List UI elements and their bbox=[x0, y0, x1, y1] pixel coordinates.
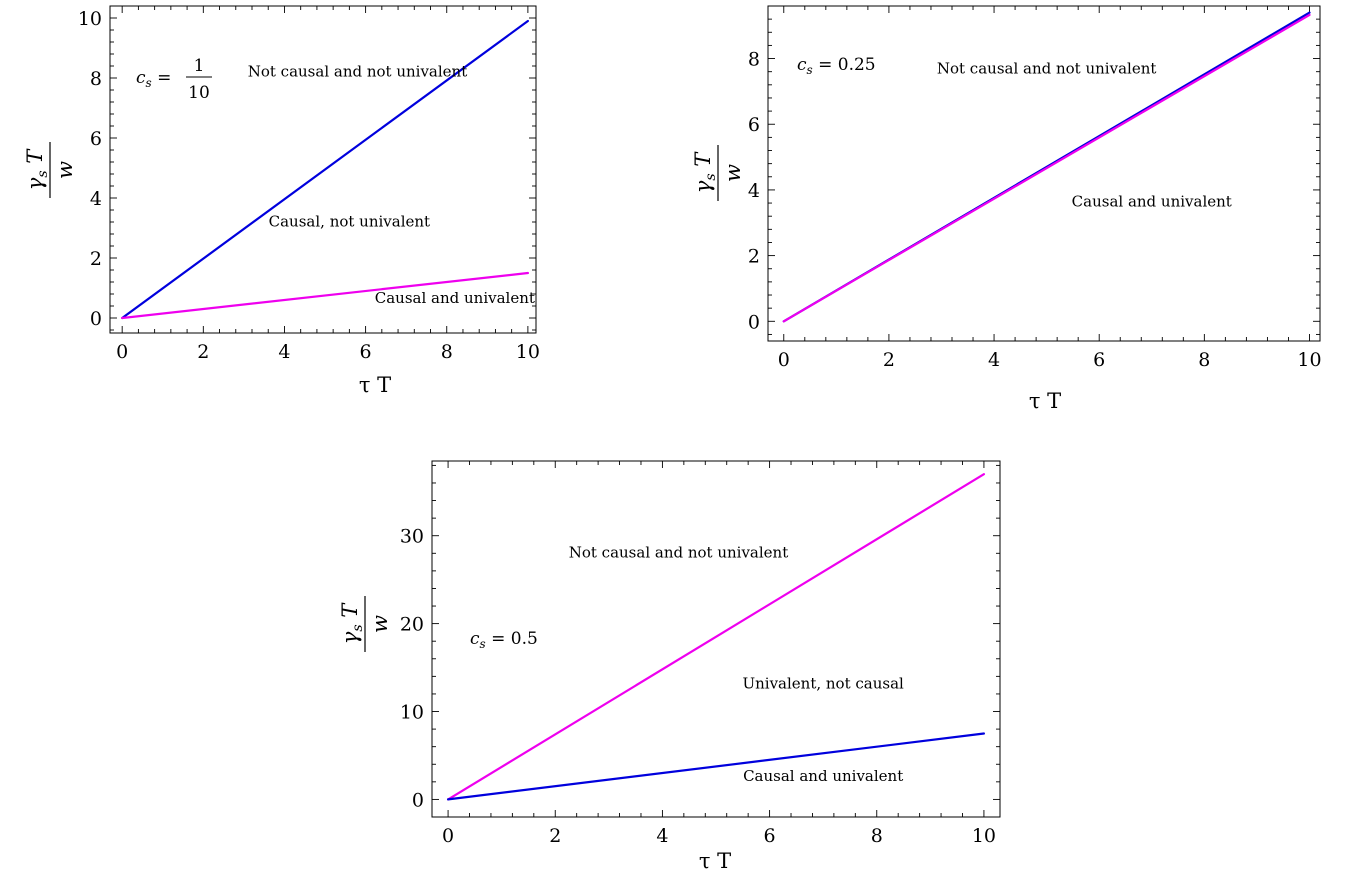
y-tick-label: 4 bbox=[748, 180, 760, 202]
series-line bbox=[447, 473, 986, 801]
x-tick-label: 10 bbox=[516, 341, 540, 363]
x-tick-label: 6 bbox=[1093, 349, 1105, 371]
region-annotation: Univalent, not causal bbox=[742, 675, 904, 693]
cs-denominator: 10 bbox=[188, 83, 210, 103]
cs-label: cs = 0.25 bbox=[797, 55, 876, 77]
region-annotation: Not causal and not univalent bbox=[569, 544, 789, 562]
cs-label: cs = bbox=[136, 68, 171, 90]
y-tick-label: 10 bbox=[78, 8, 102, 30]
x-axis-label: τ T bbox=[359, 373, 391, 397]
x-tick-label: 2 bbox=[197, 341, 209, 363]
y-label-numerator: γs T bbox=[338, 602, 366, 644]
y-tick-label: 8 bbox=[90, 68, 102, 90]
x-tick-label: 10 bbox=[972, 825, 996, 847]
region-annotation: Not causal and not univalent bbox=[937, 59, 1157, 77]
x-tick-label: 2 bbox=[883, 349, 895, 371]
x-tick-label: 10 bbox=[1297, 349, 1321, 371]
y-tick-label: 2 bbox=[748, 246, 760, 268]
region-annotation: Causal and univalent bbox=[743, 767, 903, 785]
region-annotation: Causal, not univalent bbox=[269, 213, 430, 231]
y-tick-label: 0 bbox=[90, 308, 102, 330]
region-annotation: Not causal and not univalent bbox=[248, 63, 468, 81]
x-tick-label: 2 bbox=[549, 825, 561, 847]
y-label-denominator: w bbox=[721, 164, 745, 182]
x-tick-label: 8 bbox=[441, 341, 453, 363]
panel-cs-0.25: 0 2 4 6 8 10 0 2 4 6 8 Not causal and not univalent… bbox=[691, 5, 1322, 413]
x-tick-label: 0 bbox=[442, 825, 454, 847]
region-annotation: Causal and univalent bbox=[375, 289, 535, 307]
y-tick-label: 8 bbox=[748, 49, 760, 71]
y-label-numerator: γs T bbox=[691, 151, 719, 193]
x-tick-label: 6 bbox=[764, 825, 776, 847]
series-line bbox=[447, 732, 986, 801]
x-tick-label: 4 bbox=[278, 341, 290, 363]
x-tick-label: 4 bbox=[656, 825, 668, 847]
panel-cs-0.5: 0 2 4 6 8 10 0 10 20 30 Not causal and not univale… bbox=[338, 460, 1001, 873]
x-axis-label: τ T bbox=[699, 849, 731, 873]
y-label-numerator: γs T bbox=[23, 148, 51, 190]
x-tick-label: 0 bbox=[116, 341, 128, 363]
cs-label: cs = 0.5 bbox=[470, 629, 538, 651]
y-tick-label: 0 bbox=[748, 311, 760, 333]
y-tick-label: 20 bbox=[400, 614, 424, 636]
x-axis-label: τ T bbox=[1029, 389, 1061, 413]
x-tick-label: 8 bbox=[871, 825, 883, 847]
region-annotation: Causal and univalent bbox=[1072, 192, 1232, 210]
x-tick-label: 4 bbox=[988, 349, 1000, 371]
y-tick-label: 2 bbox=[90, 248, 102, 270]
plot-frame bbox=[109, 5, 537, 334]
series-line bbox=[782, 13, 1311, 323]
y-tick-label: 0 bbox=[412, 789, 424, 811]
panel-cs-0.1: 0 2 4 6 8 10 0 2 4 6 8 10 Not causal and not univale… bbox=[23, 5, 540, 397]
y-label-denominator: w bbox=[53, 161, 77, 179]
y-label-denominator: w bbox=[368, 615, 392, 633]
plot-frame bbox=[431, 460, 1001, 818]
x-tick-label: 8 bbox=[1198, 349, 1210, 371]
x-tick-label: 6 bbox=[360, 341, 372, 363]
y-tick-label: 6 bbox=[90, 128, 102, 150]
x-tick-label: 0 bbox=[778, 349, 790, 371]
plot-frame bbox=[767, 5, 1321, 342]
y-tick-label: 30 bbox=[400, 526, 424, 548]
y-tick-label: 6 bbox=[748, 114, 760, 136]
series-line bbox=[121, 271, 530, 320]
y-tick-label: 4 bbox=[90, 188, 102, 210]
series-line bbox=[121, 19, 530, 320]
cs-numerator: 1 bbox=[194, 56, 205, 76]
y-tick-label: 10 bbox=[400, 702, 424, 724]
